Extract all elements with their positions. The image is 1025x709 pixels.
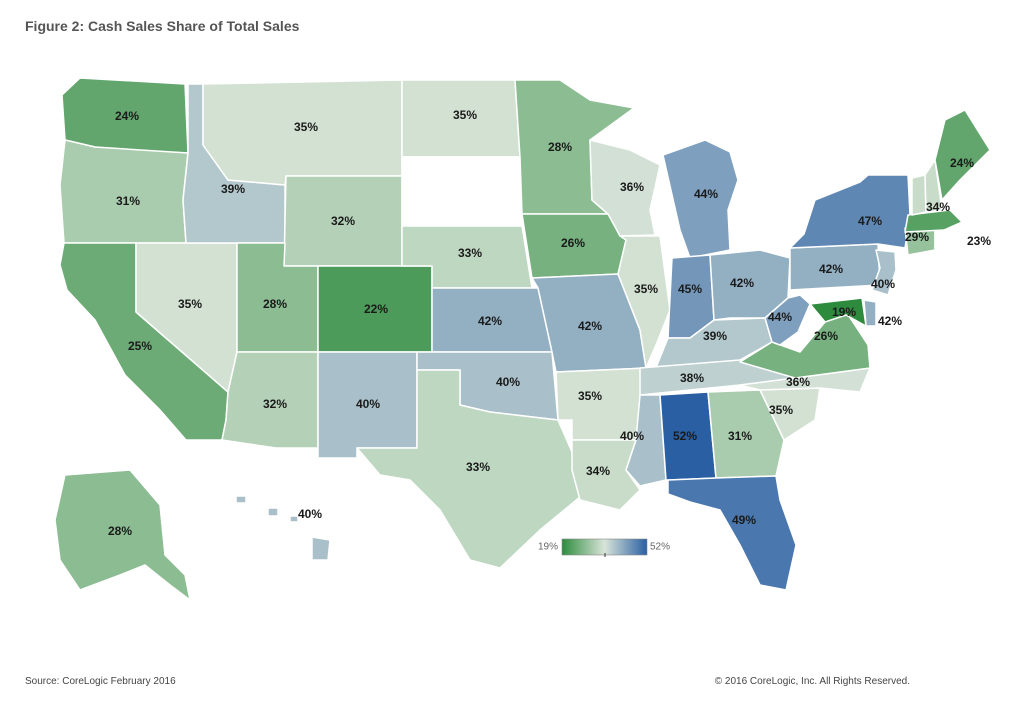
- state-label-ne: 33%: [458, 246, 482, 260]
- state-hi: [235, 495, 331, 561]
- state-label-wy: 32%: [331, 214, 355, 228]
- state-label-id: 39%: [221, 182, 245, 196]
- state-label-ar: 35%: [578, 389, 602, 403]
- state-label-la: 34%: [586, 464, 610, 478]
- state-label-ky: 39%: [703, 329, 727, 343]
- state-label-mo: 42%: [578, 319, 602, 333]
- source-note: Source: CoreLogic February 2016: [25, 676, 176, 687]
- state-label-mi: 44%: [694, 187, 718, 201]
- state-md: [809, 297, 867, 327]
- state-or: [59, 139, 189, 244]
- state-label-az: 32%: [263, 397, 287, 411]
- state-wv: [764, 294, 811, 346]
- state-label-il: 35%: [634, 282, 658, 296]
- state-label-ga: 31%: [728, 429, 752, 443]
- legend-color-bar: [561, 538, 648, 556]
- state-label-nm: 40%: [356, 397, 380, 411]
- state-ak: [54, 469, 191, 601]
- state-nh: [924, 159, 943, 213]
- state-label-in: 45%: [678, 282, 702, 296]
- state-label-wv: 44%: [768, 310, 792, 324]
- legend-min-label: 19%: [538, 542, 558, 553]
- labels-layer: 24% 31% 25% 35% 39% 35% 32% 28% 32% 22% 40% 35% 33% 4…: [108, 108, 991, 538]
- state-label-oh: 42%: [730, 276, 754, 290]
- state-label-nv: 35%: [178, 297, 202, 311]
- state-sd: [401, 156, 523, 227]
- state-label-ny: 47%: [858, 214, 882, 228]
- state-ma: [904, 209, 963, 233]
- state-label-de: 42%: [878, 314, 902, 328]
- state-label-co: 22%: [364, 302, 388, 316]
- state-label-ks: 42%: [478, 314, 502, 328]
- state-ga: [707, 389, 785, 479]
- state-label-nc: 36%: [786, 375, 810, 389]
- state-wi: [589, 139, 661, 237]
- state-mi: [662, 139, 739, 259]
- state-label-hi: 40%: [298, 507, 322, 521]
- state-label-vt: 34%: [926, 200, 950, 214]
- state-label-me: 24%: [950, 156, 974, 170]
- state-label-ca: 25%: [128, 339, 152, 353]
- legend-max-label: 52%: [650, 542, 670, 553]
- state-label-ms: 40%: [620, 429, 644, 443]
- state-label-or: 31%: [116, 194, 140, 208]
- states-layer: [54, 77, 991, 601]
- state-label-sc: 35%: [769, 403, 793, 417]
- state-label-pa: 42%: [819, 262, 843, 276]
- state-label-ia: 26%: [561, 236, 585, 250]
- figure-title: Figure 2: Cash Sales Share of Total Sale…: [25, 18, 300, 34]
- state-label-ak: 28%: [108, 524, 132, 538]
- state-label-nd: 35%: [453, 108, 477, 122]
- state-label-va: 26%: [814, 329, 838, 343]
- state-label-wa: 24%: [115, 109, 139, 123]
- state-label-ok: 40%: [496, 375, 520, 389]
- state-label-ma: 23%: [967, 234, 991, 248]
- state-me: [934, 109, 991, 201]
- state-ny: [789, 174, 911, 249]
- color-legend: 19% 52%: [538, 538, 670, 557]
- state-label-tn: 38%: [680, 371, 704, 385]
- state-label-ut: 28%: [263, 297, 287, 311]
- state-label-nj: 40%: [871, 277, 895, 291]
- state-label-tx: 33%: [466, 460, 490, 474]
- state-fl: [667, 475, 797, 591]
- state-label-mt: 35%: [294, 120, 318, 134]
- state-nj: [871, 249, 897, 296]
- state-vt: [911, 174, 927, 216]
- state-label-ct: 29%: [905, 230, 929, 244]
- copyright-note: © 2016 CoreLogic, Inc. All Rights Reserv…: [714, 676, 910, 687]
- state-label-md: 19%: [832, 305, 856, 319]
- state-label-wi: 36%: [620, 180, 644, 194]
- state-label-al: 52%: [673, 429, 697, 443]
- state-label-mn: 28%: [548, 140, 572, 154]
- state-label-fl: 49%: [732, 513, 756, 527]
